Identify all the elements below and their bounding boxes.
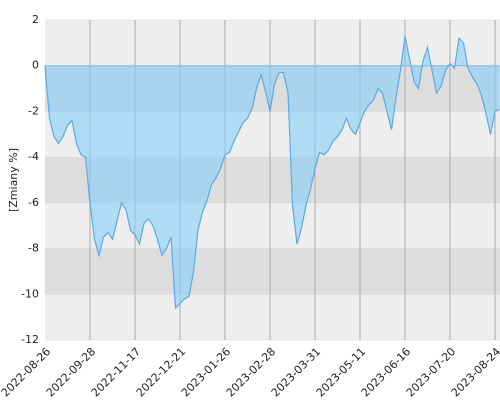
- y-tick-label: -10: [21, 287, 39, 300]
- y-tick-label: -2: [28, 104, 39, 117]
- grid-band: [45, 294, 500, 340]
- y-axis-label: [Zmiany %]: [7, 148, 20, 212]
- y-tick-label: -4: [28, 150, 39, 163]
- area: [45, 36, 500, 308]
- grid-band: [45, 248, 500, 295]
- y-tick-label: 0: [32, 59, 39, 72]
- grid-band: [45, 202, 500, 249]
- grid-band: [45, 20, 500, 66]
- y-tick-label: -12: [21, 333, 39, 346]
- y-tick-label: 2: [32, 13, 39, 26]
- line: [44, 35, 500, 310]
- y-tick-label: -6: [28, 196, 39, 209]
- y-tick-label: -8: [28, 242, 39, 255]
